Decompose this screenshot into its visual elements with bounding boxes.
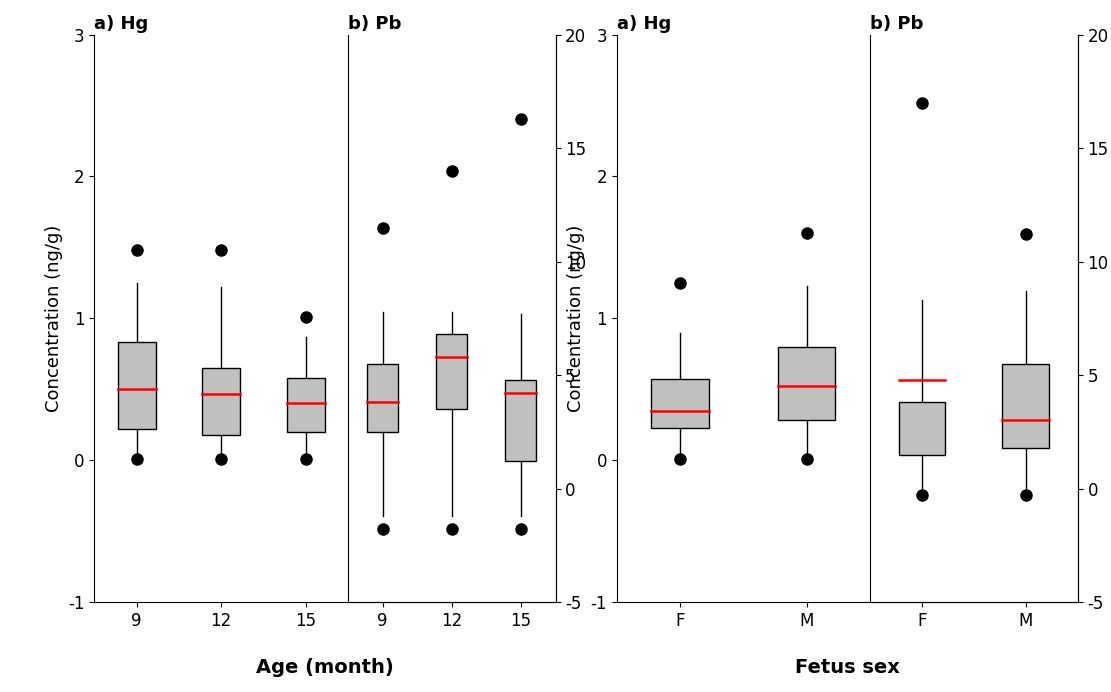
FancyBboxPatch shape: [1002, 364, 1049, 448]
FancyBboxPatch shape: [367, 364, 398, 432]
Text: b) Pb: b) Pb: [348, 15, 401, 33]
FancyBboxPatch shape: [779, 347, 835, 421]
Text: Age (month): Age (month): [257, 658, 393, 677]
FancyBboxPatch shape: [202, 368, 240, 435]
Text: b) Pb: b) Pb: [870, 15, 923, 33]
FancyBboxPatch shape: [899, 402, 945, 455]
Text: Fetus sex: Fetus sex: [794, 658, 900, 677]
FancyBboxPatch shape: [651, 379, 709, 428]
FancyBboxPatch shape: [506, 380, 537, 462]
FancyBboxPatch shape: [437, 334, 468, 409]
FancyBboxPatch shape: [287, 378, 324, 432]
Text: a) Hg: a) Hg: [617, 15, 671, 33]
Text: a) Hg: a) Hg: [94, 15, 149, 33]
Y-axis label: Concentration (ng/g): Concentration (ng/g): [567, 225, 584, 412]
Y-axis label: Concentration (ng/g): Concentration (ng/g): [44, 225, 62, 412]
FancyBboxPatch shape: [118, 343, 156, 429]
